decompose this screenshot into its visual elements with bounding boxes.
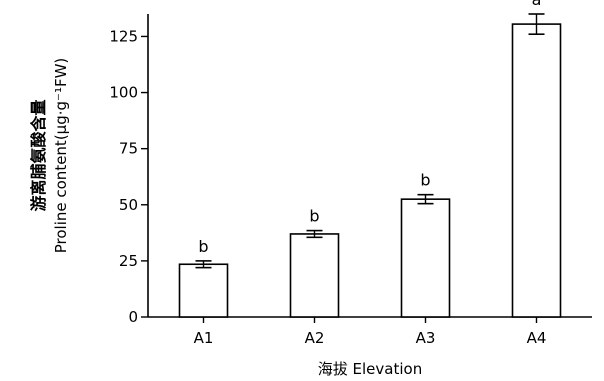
significance-label: b (420, 171, 430, 190)
y-tick-label: 0 (128, 308, 138, 326)
significance-label: a (532, 0, 542, 9)
y-tick-label: 75 (119, 140, 138, 158)
y-axis-title-chinese: 游离脯氨酸含量 (29, 99, 48, 211)
x-tick-label: A3 (416, 329, 436, 347)
bar (511, 23, 562, 318)
bars (178, 13, 562, 318)
y-tick-label: 50 (119, 196, 138, 214)
x-tick-label: A4 (527, 329, 547, 347)
significance-label: b (309, 207, 319, 226)
y-axis-title-english: Proline content(μg·g⁻¹FW) (52, 58, 70, 254)
bar (289, 233, 340, 318)
labels: b A1 b A2 b A3 a A4 (194, 0, 547, 347)
bar (178, 263, 229, 318)
y-tick-label: 25 (119, 252, 138, 270)
significance-label: b (198, 237, 208, 256)
x-axis-title: 海拔 Elevation (318, 360, 422, 378)
y-tick-label: 125 (109, 27, 138, 45)
y-tick-label: 100 (109, 84, 138, 102)
x-tick-label: A1 (194, 329, 214, 347)
bar (400, 198, 451, 318)
x-tick-label: A2 (305, 329, 325, 347)
